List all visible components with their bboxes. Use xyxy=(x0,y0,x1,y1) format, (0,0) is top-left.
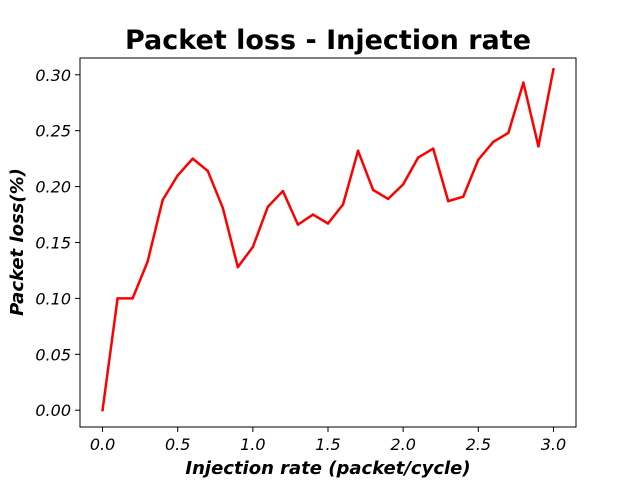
y-tick-label: 0.25 xyxy=(35,122,71,141)
y-tick-label: 0.05 xyxy=(35,345,71,364)
x-axis-label: Injection rate (packet/cycle) xyxy=(185,458,470,479)
data-point xyxy=(146,260,149,263)
data-point xyxy=(371,188,375,192)
y-tick-label: 0.10 xyxy=(35,289,71,308)
data-point xyxy=(492,140,495,144)
data-point xyxy=(191,157,194,160)
y-tick-label: 0.15 xyxy=(35,234,71,253)
y-tick-label: 0.30 xyxy=(35,66,71,85)
y-axis: 0.00 0.05 0.10 0.15 0.20 0.25 0.30 xyxy=(35,66,80,420)
data-point xyxy=(221,206,225,210)
series-layer xyxy=(101,67,555,412)
x-tick-label: 0.5 xyxy=(165,435,190,454)
data-point xyxy=(462,195,465,198)
data-point xyxy=(326,222,330,225)
plot-area xyxy=(79,57,577,428)
x-axis: 0.0 0.5 1.0 1.5 2.0 2.5 3.0 xyxy=(90,427,566,454)
data-point xyxy=(431,147,435,150)
data-point xyxy=(552,67,555,71)
y-tick-label: 0.00 xyxy=(35,401,71,420)
data-point xyxy=(446,199,450,203)
data-point xyxy=(266,205,270,208)
x-tick-label: 1.5 xyxy=(315,435,340,454)
data-point xyxy=(537,145,540,148)
data-point xyxy=(522,81,525,84)
data-point xyxy=(296,223,300,226)
data-point xyxy=(131,297,134,300)
data-point xyxy=(281,189,285,193)
data-point xyxy=(341,203,345,206)
x-tick-label: 3.0 xyxy=(541,435,566,454)
plot-frame xyxy=(79,57,577,428)
data-point xyxy=(251,245,255,249)
data-point xyxy=(401,183,405,186)
data-point xyxy=(507,131,510,135)
data-point xyxy=(356,149,360,153)
series-line xyxy=(101,67,555,412)
data-point xyxy=(101,408,104,412)
data-point xyxy=(477,158,480,162)
data-point xyxy=(176,174,179,177)
chart-title: Packet loss - Injection rate xyxy=(125,25,531,56)
data-point xyxy=(116,297,119,300)
x-tick-label: 2.0 xyxy=(390,435,415,454)
y-axis-label: Packet loss(%) xyxy=(7,168,28,316)
data-point xyxy=(161,198,164,202)
x-tick-label: 2.5 xyxy=(466,435,491,454)
x-tick-label: 0.0 xyxy=(90,435,115,454)
data-point xyxy=(206,169,210,173)
data-point xyxy=(236,265,240,269)
y-tick-label: 0.20 xyxy=(35,178,71,197)
data-point xyxy=(311,213,315,216)
data-point xyxy=(386,197,390,201)
x-tick-label: 1.0 xyxy=(240,435,265,454)
data-point xyxy=(416,156,420,159)
